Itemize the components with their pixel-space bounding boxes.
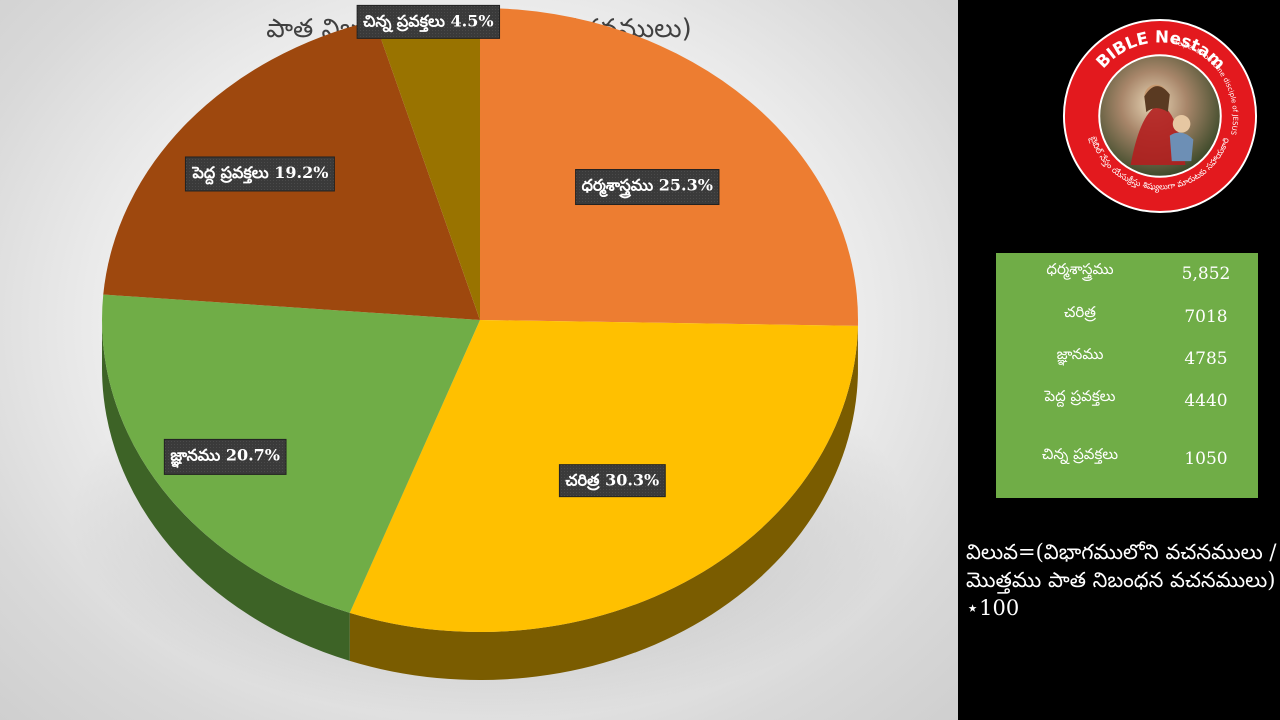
value-row-name: పెద్ద ప్రవక్తలు: [1044, 387, 1116, 405]
pie-sides: [101, 320, 858, 680]
value-row-pedda-pravaktalu: పెద్ద ప్రవక్తలు 4440: [996, 387, 1258, 417]
pie-slice-chinna-pravaktalu: [374, 7, 480, 320]
pie-side-charitra: [349, 325, 858, 680]
pie-data-labels: ధర్మశాస్త్రము 25.3% చరిత్ర 30.3% జ్ఞానము 2…: [163, 4, 720, 498]
value-row-value: 5,852: [1181, 264, 1231, 284]
pie-label-charitra: చరిత్ర 30.3%: [558, 464, 666, 498]
pie-label-box: [184, 156, 335, 192]
value-row-charitra: చరిత్ర 7018: [996, 303, 1258, 333]
pie-label-text: చరిత్ర 30.3%: [565, 471, 659, 491]
pie-label-box: [575, 169, 720, 206]
bible-nestam-logo: BIBLE Nestam Helper to become disciple o…: [1062, 18, 1258, 214]
value-row-value: 1050: [1184, 449, 1228, 469]
value-row-value: 7018: [1184, 307, 1228, 327]
formula-line-2: మొత్తము పాత నిబంధన వచనములు): [966, 568, 1276, 592]
value-row-value: 4440: [1184, 391, 1228, 411]
pie-slice-jnanamu: [101, 294, 481, 613]
value-row-name: చిన్న ప్రవక్తలు: [1041, 445, 1119, 463]
pie-label-pedda-pravaktalu: పెద్ద ప్రవక్తలు 19.2%: [184, 156, 335, 192]
value-row-dharmashastramu: ధర్మశాస్త్రము 5,852: [996, 260, 1258, 290]
pie-slice-dharmashastramu: [480, 8, 859, 326]
pie-label-jnanamu: జ్ఞానము 20.7%: [163, 438, 287, 475]
value-row-value: 4785: [1184, 349, 1228, 369]
formula-line-1: విలువ=(విభాగములోని వచనములు /: [966, 540, 1277, 564]
pie-chart: ధర్మశాస్త్రము 25.3% చరిత్ర 30.3% జ్ఞానము 2…: [70, 4, 910, 720]
formula-line-3: ⋆100: [966, 596, 1020, 620]
pie-label-text: పెద్ద ప్రవక్తలు 19.2%: [191, 163, 328, 185]
value-row-chinna-pravaktalu: చిన్న ప్రవక్తలు 1050: [996, 445, 1258, 475]
value-row-name: చరిత్ర: [1064, 303, 1096, 321]
pie-label-chinna-pravaktalu: చిన్న ప్రవక్తలు 4.5%: [356, 4, 501, 39]
pie-label-box: [558, 464, 666, 498]
pie-side-jnanamu: [101, 320, 350, 661]
value-row-name: జ్ఞానము: [1056, 345, 1104, 363]
pie-label-text: జ్ఞానము 20.7%: [170, 445, 280, 468]
pie-label-text: చిన్న ప్రవక్తలు 4.5%: [363, 11, 493, 32]
pie-label-box: [356, 4, 501, 39]
slide-canvas: పాత నిబంధన విభాగములు (వచనములు) ధర్మశాస్త…: [0, 0, 958, 720]
pie-label-box: [163, 438, 287, 475]
value-row-name: ధర్మశాస్త్రము: [1046, 260, 1114, 278]
value-table: ధర్మశాస్త్రము 5,852 చరిత్ర 7018 జ్ఞానము …: [996, 253, 1258, 498]
percentage-formula: విలువ=(విభాగములోని వచనములు / మొత్తము పాత…: [966, 538, 1278, 622]
pie-label-dharmashastramu: ధర్మశాస్త్రము 25.3%: [575, 169, 720, 206]
pie-label-text: ధర్మశాస్త్రము 25.3%: [582, 176, 713, 199]
value-row-jnanamu: జ్ఞానము 4785: [996, 345, 1258, 375]
pie-slices: [101, 7, 859, 632]
